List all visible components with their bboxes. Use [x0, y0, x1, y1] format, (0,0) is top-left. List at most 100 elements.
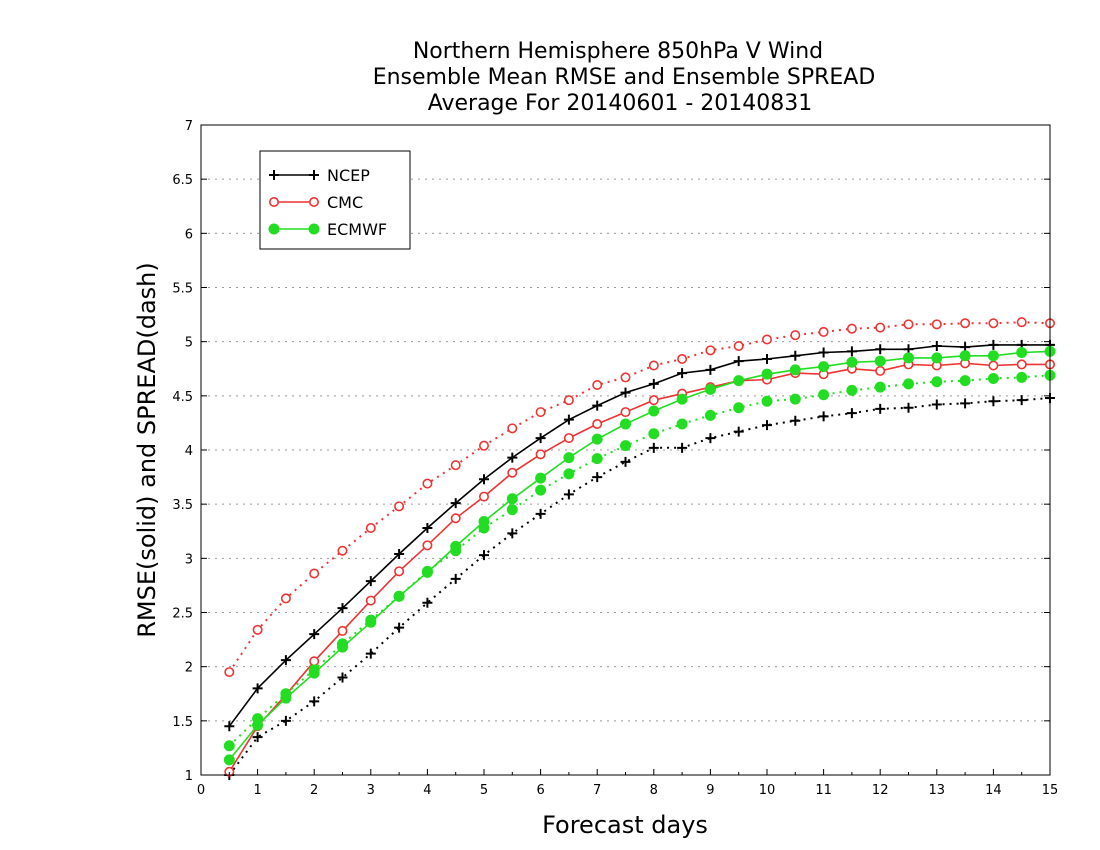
ecmwf-rmse-point	[931, 352, 943, 364]
cmc-spread-point	[252, 624, 263, 635]
ecmwf-spread-point	[874, 381, 886, 393]
cmc-spread-point	[394, 501, 405, 512]
cmc-rmse-point	[507, 467, 518, 478]
ecmwf-rmse-point	[987, 350, 999, 362]
ecmwf-rmse-point	[478, 516, 490, 527]
ncep-spread-point	[479, 550, 489, 561]
ncep-rmse-point	[365, 576, 376, 587]
y-tick-label: 3.5	[172, 498, 193, 513]
ncep-spread-point	[931, 399, 942, 410]
ncep-rmse-point	[790, 350, 801, 361]
ncep-spread-point	[648, 442, 659, 453]
ncep-spread-point	[875, 403, 886, 414]
cmc-rmse-point	[563, 433, 574, 444]
ncep-rmse-point	[224, 721, 235, 732]
ecmwf-spread-series	[223, 369, 1056, 752]
ecmwf-spread-point	[648, 428, 660, 440]
x-tick-label: 10	[759, 783, 776, 798]
ncep-spread-point	[507, 528, 518, 539]
ncep-spread-point	[733, 426, 744, 437]
x-tick-label: 2	[310, 783, 318, 798]
cmc-rmse-point	[422, 540, 433, 551]
cmc-rmse-line	[228, 362, 1050, 773]
legend-label-ncep: NCEP	[327, 166, 370, 185]
x-tick-label: 9	[706, 783, 714, 798]
ncep-rmse-point	[620, 387, 631, 398]
ecmwf-rmse-point	[337, 641, 348, 653]
x-axis: 0 1 2 3 4 5 6 7 8 9 10 11 12 13 14 15	[197, 769, 1058, 798]
cmc-spread-point	[337, 545, 348, 556]
x-tick-label: 3	[367, 783, 375, 798]
legend: NCEP CMC ECMWF	[259, 150, 411, 250]
y-axis-title: RMSE(solid) and SPREAD(dash)	[133, 262, 161, 638]
cmc-rmse-point	[875, 365, 886, 376]
cmc-spread-point	[563, 395, 574, 406]
x-tick-label: 13	[929, 783, 946, 798]
ecmwf-rmse-point	[223, 754, 235, 766]
ncep-rmse-point	[280, 655, 291, 666]
ncep-spread-point	[535, 508, 546, 519]
ncep-spread-point	[309, 696, 320, 707]
ncep-spread-point	[705, 433, 716, 444]
legend-box	[259, 150, 411, 250]
cmc-rmse-point	[394, 566, 405, 577]
y-tick-label: 4	[185, 444, 193, 459]
ncep-rmse-point	[252, 683, 263, 694]
cmc-rmse-point	[337, 625, 348, 636]
ncep-rmse-point	[677, 368, 688, 379]
cmc-spread-point	[535, 407, 546, 418]
ncep-rmse-point	[309, 629, 320, 640]
cmc-spread-point	[224, 667, 235, 678]
x-tick-label: 5	[480, 783, 488, 798]
y-tick-label: 6.5	[172, 173, 193, 188]
x-tick-label: 8	[650, 783, 658, 798]
ecmwf-spread-point	[1016, 371, 1028, 383]
ecmwf-rmse-point	[704, 383, 716, 395]
y-tick-label: 2.5	[172, 607, 193, 622]
ncep-spread-point	[394, 622, 405, 633]
ncep-spread-point	[252, 732, 263, 743]
ecmwf-spread-point	[959, 375, 971, 387]
cmc-spread-series	[224, 317, 1056, 678]
cmc-rmse-point	[620, 407, 631, 418]
y-tick-label: 6	[185, 227, 193, 242]
x-tick-label: 15	[1042, 783, 1059, 798]
ncep-spread-point	[450, 573, 461, 584]
y-tick-label: 4.5	[172, 390, 193, 405]
ecmwf-rmse-point	[535, 472, 547, 484]
ncep-spread-point	[846, 408, 857, 419]
ecmwf-rmse-point	[563, 452, 575, 464]
ecmwf-spread-point	[987, 373, 999, 384]
ncep-rmse-point	[394, 549, 405, 559]
x-tick-label: 14	[985, 783, 1002, 798]
ncep-spread-point	[620, 456, 631, 467]
ncep-spread-point	[337, 672, 348, 683]
cmc-spread-point	[818, 326, 829, 337]
ecmwf-rmse-point	[421, 566, 433, 578]
ncep-spread-point	[563, 489, 574, 500]
cmc-spread-point	[648, 360, 659, 371]
ecmwf-spread-point	[733, 402, 745, 414]
cmc-spread-point	[733, 340, 744, 351]
ncep-rmse-point	[705, 364, 716, 375]
y-axis: 1 1.5 2 2.5 3 3.5 4 4.5 5 5.5 6 6.5 7	[172, 119, 1050, 784]
legend-marker-ncep	[309, 170, 319, 180]
ecmwf-rmse-point	[1016, 347, 1028, 358]
cmc-rmse-point	[224, 766, 235, 777]
title-line-2: Ensemble Mean RMSE and Ensemble SPREAD	[373, 65, 876, 90]
ncep-rmse-point	[988, 339, 999, 350]
ecmwf-rmse-point	[648, 405, 660, 417]
ecmwf-rmse-point	[365, 616, 377, 628]
cmc-rmse-point	[592, 418, 603, 429]
ecmwf-spread-point	[789, 393, 801, 405]
x-axis-title: Forecast days	[542, 811, 708, 839]
ecmwf-spread-point	[620, 440, 631, 452]
ncep-spread-point	[1016, 395, 1027, 406]
cmc-spread-point	[931, 319, 942, 330]
x-tick-label: 6	[536, 783, 544, 798]
chart-title: Northern Hemisphere 850hPa V Wind Ensemb…	[373, 39, 876, 116]
x-tick-label: 11	[815, 783, 832, 798]
ecmwf-spread-line	[228, 374, 1051, 747]
ecmwf-rmse-point	[874, 355, 886, 367]
